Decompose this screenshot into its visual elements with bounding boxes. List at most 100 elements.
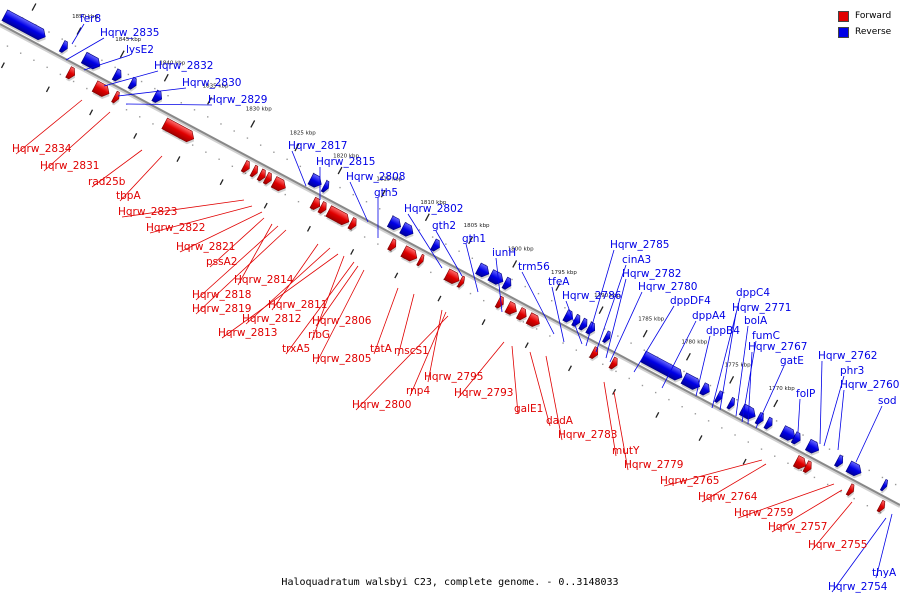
gene-arrow[interactable] (325, 205, 352, 227)
reverse-gene[interactable] (430, 238, 444, 255)
gene-arrow[interactable] (501, 276, 514, 291)
gene-arrow[interactable] (515, 307, 529, 322)
forward-gene-label-hqrw-2812[interactable]: Hqrw_2812 (242, 313, 301, 325)
reverse-gene[interactable] (602, 330, 614, 346)
forward-gene[interactable] (347, 217, 360, 233)
reverse-gene-label-hqrw-2830[interactable]: Hqrw_2830 (182, 77, 241, 89)
forward-gene[interactable] (240, 160, 253, 176)
gene-arrow[interactable] (430, 238, 443, 253)
reverse-gene-label-hqrw-2771[interactable]: Hqrw_2771 (732, 302, 791, 314)
forward-gene-label-hqrw-2800[interactable]: Hqrw_2800 (352, 399, 411, 411)
forward-gene-label-hqrw-2818[interactable]: Hqrw_2818 (192, 289, 251, 301)
forward-gene[interactable] (270, 176, 289, 195)
reverse-gene-label-tfea[interactable]: tfeA (548, 276, 570, 288)
reverse-gene[interactable] (714, 390, 726, 406)
reverse-gene[interactable] (833, 454, 846, 471)
reverse-gene-label-trm56[interactable]: trm56 (518, 261, 550, 273)
gene-arrow[interactable] (249, 164, 260, 178)
reverse-gene-label-hqrw-2780[interactable]: Hqrw_2780 (638, 281, 697, 293)
forward-gene-label-dada[interactable]: dadA (546, 415, 574, 427)
gene-arrow[interactable] (578, 317, 590, 331)
reverse-gene-label-thya[interactable]: thyA (872, 567, 897, 579)
reverse-gene-label-folp[interactable]: folP (796, 388, 815, 400)
forward-gene[interactable] (792, 455, 810, 474)
gene-arrow[interactable] (387, 238, 399, 252)
forward-gene[interactable] (416, 253, 427, 269)
reverse-gene[interactable] (487, 269, 507, 290)
reverse-gene[interactable] (151, 89, 166, 107)
gene-arrow[interactable] (487, 269, 506, 287)
forward-gene[interactable] (256, 168, 269, 185)
reverse-gene[interactable] (127, 76, 140, 93)
forward-gene-label-tbpa[interactable]: tbpA (116, 190, 141, 202)
reverse-gene-label-hqrw-2760[interactable]: Hqrw_2760 (840, 379, 899, 391)
gene-arrow[interactable] (317, 201, 329, 214)
forward-gene[interactable] (400, 245, 421, 266)
forward-gene-label-hqrw-2783[interactable]: Hqrw_2783 (558, 429, 617, 441)
reverse-gene[interactable] (501, 276, 515, 293)
reverse-gene[interactable] (111, 68, 125, 85)
reverse-gene-label-hqrw-2802[interactable]: Hqrw_2802 (404, 203, 463, 215)
gene-arrow[interactable] (790, 431, 803, 446)
gene-arrow[interactable] (161, 117, 197, 144)
reverse-gene[interactable] (804, 438, 823, 458)
reverse-gene-label-dppdf4[interactable]: dppDF4 (670, 295, 711, 307)
reverse-gene-label-phr3[interactable]: phr3 (840, 365, 864, 377)
gene-arrow[interactable] (475, 262, 491, 279)
gene-arrow[interactable] (307, 173, 324, 189)
gene-arrow[interactable] (602, 330, 612, 344)
reverse-gene-label-hqrw-2835[interactable]: Hqrw_2835 (100, 27, 159, 39)
gene-arrow[interactable] (262, 171, 274, 185)
reverse-gene-label-gth2[interactable]: gth2 (432, 220, 456, 232)
forward-gene-label-ribg[interactable]: ribG (308, 329, 330, 341)
reverse-gene[interactable] (779, 425, 799, 446)
gene-arrow[interactable] (399, 222, 416, 238)
forward-gene[interactable] (262, 171, 275, 188)
reverse-gene[interactable] (571, 313, 584, 330)
forward-gene[interactable] (504, 300, 521, 319)
gene-arrow[interactable] (347, 217, 359, 230)
forward-gene[interactable] (111, 90, 123, 106)
gene-arrow[interactable] (608, 356, 620, 370)
reverse-gene[interactable] (475, 262, 494, 282)
gene-arrow[interactable] (802, 460, 814, 474)
forward-gene-label-hqrw-2793[interactable]: Hqrw_2793 (454, 387, 513, 399)
forward-gene-label-hqrw-2813[interactable]: Hqrw_2813 (218, 327, 277, 339)
reverse-gene-label-hqrw-2808[interactable]: Hqrw_2808 (346, 171, 405, 183)
reverse-gene-label-dppb4[interactable]: dppB4 (706, 325, 740, 337)
reverse-gene[interactable] (845, 460, 865, 481)
forward-gene[interactable] (876, 499, 888, 515)
reverse-gene-label-hqrw-2762[interactable]: Hqrw_2762 (818, 350, 877, 362)
reverse-gene-label-iunh[interactable]: iunH (492, 247, 516, 259)
forward-gene[interactable] (515, 307, 530, 325)
gene-arrow[interactable] (416, 253, 426, 267)
reverse-gene[interactable] (790, 431, 804, 448)
forward-gene[interactable] (845, 483, 857, 499)
gene-arrow[interactable] (240, 160, 252, 173)
reverse-gene-label-hqrw-2782[interactable]: Hqrw_2782 (622, 268, 681, 280)
reverse-gene[interactable] (699, 382, 714, 400)
reverse-gene[interactable] (58, 40, 71, 57)
forward-gene-label-rad25b[interactable]: rad25b (88, 176, 126, 188)
gene-arrow[interactable] (504, 300, 519, 316)
forward-gene[interactable] (608, 356, 621, 373)
gene-arrow[interactable] (443, 268, 462, 286)
reverse-gene-label-sod[interactable]: sod (878, 395, 897, 407)
forward-gene[interactable] (317, 201, 330, 217)
forward-gene-label-hqrw-2806[interactable]: Hqrw_2806 (312, 315, 372, 327)
gene-arrow[interactable] (571, 313, 583, 327)
gene-arrow[interactable] (127, 76, 139, 90)
forward-gene[interactable] (91, 80, 113, 102)
forward-gene-label-rnp4[interactable]: rnp4 (406, 385, 430, 397)
forward-gene-label-hqrw-2821[interactable]: Hqrw_2821 (176, 241, 235, 253)
reverse-gene-label-hqrw-2832[interactable]: Hqrw_2832 (154, 60, 213, 72)
reverse-gene[interactable] (578, 317, 591, 334)
gene-arrow[interactable] (525, 312, 542, 329)
forward-gene-label-pssa2[interactable]: pssA2 (206, 256, 237, 268)
forward-gene-label-hqrw-2764[interactable]: Hqrw_2764 (698, 491, 758, 503)
gene-arrow[interactable] (256, 168, 268, 182)
forward-gene-label-hqrw-2811[interactable]: Hqrw_2811 (268, 299, 327, 311)
forward-gene[interactable] (309, 196, 324, 214)
gene-arrow[interactable] (65, 66, 78, 81)
reverse-gene[interactable] (399, 222, 418, 241)
